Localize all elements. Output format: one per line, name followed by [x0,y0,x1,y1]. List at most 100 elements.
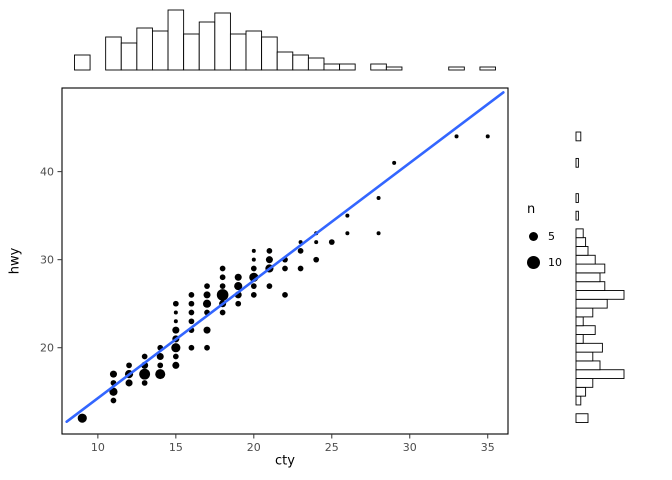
top-histogram-bar [198,21,216,71]
data-point [485,134,490,139]
right-histogram-bar [575,395,582,406]
data-point [77,413,87,423]
right-histogram-bar [575,369,625,379]
y-tick-label: 20 [40,342,54,355]
data-point [297,248,304,254]
legend-item-5: 5 [527,227,562,245]
legend-label-5: 5 [548,229,555,243]
x-tick-label: 10 [91,441,105,454]
data-point [110,397,117,404]
top-histogram-bar [323,63,341,71]
legend-item-10: 10 [527,253,562,271]
data-point [171,343,181,353]
x-axis-title: cty [275,453,295,469]
top-histogram-bar [151,30,169,71]
data-point [265,256,273,264]
right-histogram-bar [575,307,594,318]
right-histogram-bar [575,360,601,371]
right-histogram-bar [575,386,587,397]
data-point [250,292,257,298]
x-tick-label: 20 [247,441,261,454]
right-histogram-bar [575,246,589,256]
top-histogram-bar [448,66,465,71]
legend-title: n [527,202,536,217]
right-histogram-bar [575,237,587,247]
data-point [157,362,164,369]
data-point [204,344,210,351]
data-point [188,318,195,325]
top-histogram-bar [105,36,122,71]
regression-line [65,91,505,423]
data-point [172,300,179,307]
data-point [250,265,257,272]
data-point [266,248,273,254]
data-point [126,362,132,369]
data-point [203,291,211,299]
data-point [109,370,117,378]
right-histogram-bar [575,210,579,221]
data-point [156,353,164,361]
data-point [141,353,148,360]
data-point [141,380,148,386]
right-histogram-bar [575,290,625,300]
right-histogram-bar [575,131,582,142]
y-axis-title: hwy [7,247,23,275]
right-histogram [575,131,625,424]
data-point [313,256,320,263]
data-point [219,309,226,316]
data-point [155,369,166,380]
x-tick-label: 35 [481,441,495,454]
data-point [202,299,212,308]
right-histogram-bar [575,316,584,327]
right-histogram-bar [575,413,589,424]
data-point [345,213,350,218]
data-point [188,300,195,307]
legend-size-dot-10 [527,255,540,269]
right-histogram-bar [575,378,594,388]
data-point [188,344,195,351]
data-point [203,326,211,334]
x-tick-label: 30 [403,441,417,454]
data-point [139,368,151,380]
top-histogram-bar [307,57,325,71]
data-point [188,292,195,298]
data-point [282,265,288,272]
data-point [234,273,242,281]
right-histogram-bar [575,334,584,344]
x-tick-label: 15 [169,441,183,454]
top-histogram-bar [261,36,278,71]
data-point [234,282,243,291]
x-tick-label: 25 [325,441,339,454]
top-histogram-bar [385,66,403,71]
right-histogram-bar [575,263,606,274]
data-point [314,240,319,245]
data-point [345,231,350,236]
right-histogram-bar [575,298,608,309]
top-histogram-bar [479,66,496,71]
data-point [219,274,226,281]
size-legend: n 5 10 [527,202,562,279]
data-point [216,289,229,301]
data-point [251,257,256,262]
right-histogram-bar [575,228,584,239]
top-histogram-bar [214,12,231,71]
data-point [392,160,397,165]
data-point [454,134,459,139]
data-point [125,379,133,387]
data-point [235,300,242,307]
top-histogram-bar [136,27,153,71]
top-histogram-bar [229,33,247,71]
data-point [204,283,210,289]
top-histogram-bar [276,51,294,71]
right-histogram-bar [575,351,594,362]
x-axis-ticks: 10 15 20 25 30 35 [91,434,495,454]
data-point [282,292,288,298]
data-point [109,387,118,396]
data-point [376,231,381,236]
data-point [297,265,304,272]
data-point [173,310,178,315]
data-point [172,361,180,369]
data-point [250,283,257,289]
right-histogram-bar [575,254,596,265]
